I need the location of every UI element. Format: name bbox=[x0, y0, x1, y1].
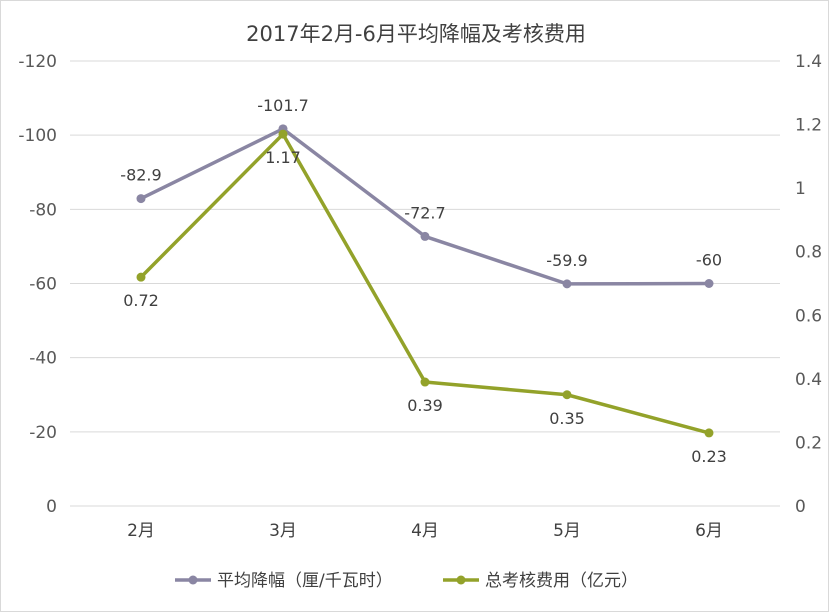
x-tick-label: 2月 bbox=[127, 521, 155, 541]
left-tick-label: -80 bbox=[29, 200, 57, 220]
data-label: 1.17 bbox=[265, 148, 301, 167]
series-2: 0.72 1.17 0.39 0.35 0.23 bbox=[123, 129, 727, 466]
data-label: 0.23 bbox=[691, 447, 727, 466]
series-1: -82.9 -101.7 -72.7 -59.9 -60 bbox=[120, 96, 722, 289]
legend-item-2: 总考核费用（亿元） bbox=[443, 571, 638, 591]
legend-swatch-marker bbox=[456, 575, 466, 585]
left-tick-label: 0 bbox=[46, 497, 57, 517]
left-tick-label: -20 bbox=[29, 423, 57, 443]
data-point bbox=[420, 377, 430, 387]
legend-label: 总考核费用（亿元） bbox=[485, 571, 638, 591]
data-label: -101.7 bbox=[257, 96, 309, 115]
right-tick-label: 0 bbox=[795, 497, 806, 517]
data-point bbox=[704, 279, 714, 288]
left-tick-label: -100 bbox=[18, 126, 57, 146]
legend-label: 平均降幅（厘/千瓦时） bbox=[217, 571, 393, 591]
data-point bbox=[420, 231, 430, 241]
data-point bbox=[562, 279, 572, 289]
legend: 平均降幅（厘/千瓦时） 总考核费用（亿元） bbox=[175, 571, 638, 591]
right-tick-label: 0.6 bbox=[795, 306, 822, 326]
data-point bbox=[136, 194, 146, 204]
right-axis-ticks: 1.4 1.2 1 0.8 0.6 0.4 0.2 0 bbox=[795, 52, 822, 517]
data-point bbox=[562, 390, 572, 400]
chart-title: 2017年2月-6月平均降幅及考核费用 bbox=[246, 22, 586, 46]
data-point bbox=[278, 129, 288, 139]
right-tick-label: 1 bbox=[795, 179, 806, 199]
x-tick-label: 6月 bbox=[695, 521, 723, 541]
right-tick-label: 0.8 bbox=[795, 243, 822, 263]
right-tick-label: 1.2 bbox=[795, 116, 822, 136]
right-tick-label: 0.2 bbox=[795, 433, 822, 453]
data-label: 0.39 bbox=[407, 396, 443, 415]
series-layer: -82.9 -101.7 -72.7 -59.9 -60 0.72 1.17 0.39 0.35… bbox=[120, 96, 727, 466]
data-point bbox=[136, 272, 146, 282]
left-axis-ticks: -120 -100 -80 -60 -40 -20 0 bbox=[18, 52, 57, 517]
right-tick-label: 0.4 bbox=[795, 370, 822, 390]
x-tick-label: 5月 bbox=[553, 521, 581, 541]
data-label: -72.7 bbox=[404, 203, 445, 222]
data-label: -82.9 bbox=[120, 166, 161, 185]
legend-item-1: 平均降幅（厘/千瓦时） bbox=[175, 571, 393, 591]
data-label: 0.72 bbox=[123, 291, 159, 310]
data-point bbox=[704, 428, 714, 438]
data-label: -60 bbox=[696, 251, 722, 270]
data-label: 0.35 bbox=[549, 409, 585, 428]
left-tick-label: -60 bbox=[29, 275, 57, 295]
x-tick-label: 4月 bbox=[411, 521, 439, 541]
x-tick-label: 3月 bbox=[269, 521, 297, 541]
left-tick-label: -120 bbox=[18, 52, 57, 72]
right-tick-label: 1.4 bbox=[795, 52, 822, 72]
data-label: -59.9 bbox=[546, 251, 587, 270]
legend-swatch-marker bbox=[188, 575, 198, 585]
x-axis-ticks: 2月 3月 4月 5月 6月 bbox=[127, 521, 723, 541]
left-tick-label: -40 bbox=[29, 349, 57, 369]
